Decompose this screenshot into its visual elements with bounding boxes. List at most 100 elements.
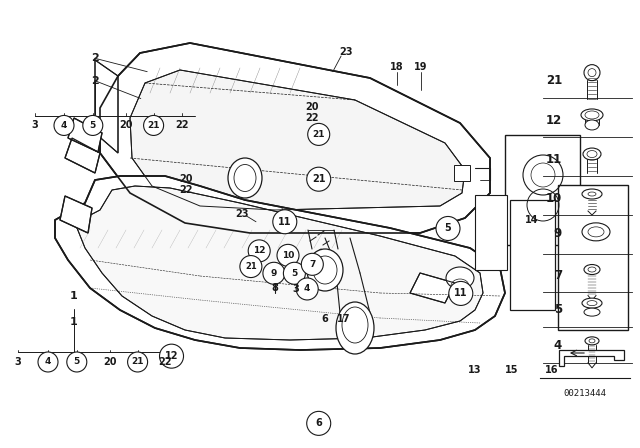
Text: 16: 16 xyxy=(545,365,559,375)
Circle shape xyxy=(277,244,299,267)
Ellipse shape xyxy=(228,158,262,198)
Circle shape xyxy=(436,216,460,241)
Text: 4: 4 xyxy=(61,121,67,130)
Text: 22: 22 xyxy=(305,113,319,123)
Ellipse shape xyxy=(307,249,343,291)
Text: 5: 5 xyxy=(74,358,80,366)
Ellipse shape xyxy=(583,148,601,160)
Text: 5: 5 xyxy=(90,121,96,130)
Text: 13: 13 xyxy=(468,365,482,375)
Ellipse shape xyxy=(336,302,374,354)
Text: 9: 9 xyxy=(271,269,277,278)
Text: 5: 5 xyxy=(291,269,298,278)
Circle shape xyxy=(301,253,323,276)
Text: 20: 20 xyxy=(179,174,193,184)
Text: 21: 21 xyxy=(312,130,325,139)
Text: 6: 6 xyxy=(316,418,322,428)
Circle shape xyxy=(307,411,331,435)
Circle shape xyxy=(240,255,262,278)
Circle shape xyxy=(67,352,87,372)
Polygon shape xyxy=(410,273,455,303)
Circle shape xyxy=(273,210,297,234)
Text: 20: 20 xyxy=(103,357,117,367)
Polygon shape xyxy=(95,60,118,153)
Text: 21: 21 xyxy=(245,262,257,271)
Text: 21: 21 xyxy=(312,174,326,184)
Text: 7: 7 xyxy=(309,260,316,269)
Text: 20: 20 xyxy=(119,121,133,130)
Polygon shape xyxy=(100,43,490,233)
Ellipse shape xyxy=(582,223,610,241)
Ellipse shape xyxy=(585,120,599,130)
Polygon shape xyxy=(75,186,483,340)
Text: 3: 3 xyxy=(292,284,299,294)
Text: 12: 12 xyxy=(164,351,179,361)
Circle shape xyxy=(307,167,331,191)
Text: 22: 22 xyxy=(175,121,189,130)
Text: 11: 11 xyxy=(546,152,562,166)
Ellipse shape xyxy=(582,189,602,199)
Text: 21: 21 xyxy=(147,121,160,130)
Text: 18: 18 xyxy=(390,62,404,72)
Text: 4: 4 xyxy=(554,339,562,353)
Text: 7: 7 xyxy=(554,269,562,282)
Text: 00213444: 00213444 xyxy=(563,388,607,397)
Circle shape xyxy=(263,262,285,284)
Circle shape xyxy=(584,65,600,81)
Text: 17: 17 xyxy=(337,314,351,324)
Circle shape xyxy=(159,344,184,368)
Text: 23: 23 xyxy=(339,47,353,56)
Text: 21: 21 xyxy=(546,74,562,87)
Text: 8: 8 xyxy=(272,283,278,293)
Ellipse shape xyxy=(584,264,600,275)
Polygon shape xyxy=(65,138,100,173)
Text: 23: 23 xyxy=(235,209,249,219)
Text: 10: 10 xyxy=(282,251,294,260)
Text: 12: 12 xyxy=(253,246,266,255)
Ellipse shape xyxy=(582,298,602,308)
Text: 2: 2 xyxy=(91,53,99,63)
Polygon shape xyxy=(60,196,92,233)
Ellipse shape xyxy=(584,308,600,316)
Text: 20: 20 xyxy=(305,102,319,112)
FancyBboxPatch shape xyxy=(475,195,507,270)
Text: 22: 22 xyxy=(179,185,193,195)
Ellipse shape xyxy=(581,109,603,121)
Circle shape xyxy=(127,352,148,372)
Text: 3: 3 xyxy=(15,357,21,367)
Text: 1: 1 xyxy=(70,291,77,301)
Circle shape xyxy=(83,116,103,135)
FancyBboxPatch shape xyxy=(505,135,580,245)
Ellipse shape xyxy=(585,337,599,345)
Polygon shape xyxy=(55,176,505,350)
Circle shape xyxy=(143,116,164,135)
Circle shape xyxy=(308,123,330,146)
Text: 10: 10 xyxy=(546,191,562,205)
Text: 11: 11 xyxy=(454,289,468,298)
Text: 12: 12 xyxy=(546,114,562,128)
Text: 19: 19 xyxy=(414,62,428,72)
Text: 6: 6 xyxy=(322,314,328,324)
Polygon shape xyxy=(454,165,470,181)
Polygon shape xyxy=(68,118,102,152)
Text: 3: 3 xyxy=(32,121,38,130)
Text: 4: 4 xyxy=(45,358,51,366)
Text: 14: 14 xyxy=(524,215,538,224)
Ellipse shape xyxy=(446,267,474,289)
Text: 5: 5 xyxy=(554,302,562,316)
Text: 5: 5 xyxy=(445,224,451,233)
Text: 1: 1 xyxy=(70,317,77,327)
Text: 11: 11 xyxy=(278,217,292,227)
Text: 21: 21 xyxy=(131,358,144,366)
Circle shape xyxy=(296,278,318,300)
Circle shape xyxy=(284,262,305,284)
Text: 15: 15 xyxy=(505,365,519,375)
FancyBboxPatch shape xyxy=(558,185,628,330)
Text: 22: 22 xyxy=(158,357,172,367)
FancyBboxPatch shape xyxy=(510,200,555,310)
Circle shape xyxy=(38,352,58,372)
Text: 2: 2 xyxy=(91,76,99,86)
Text: 9: 9 xyxy=(554,227,562,241)
Polygon shape xyxy=(559,350,624,366)
Circle shape xyxy=(54,116,74,135)
